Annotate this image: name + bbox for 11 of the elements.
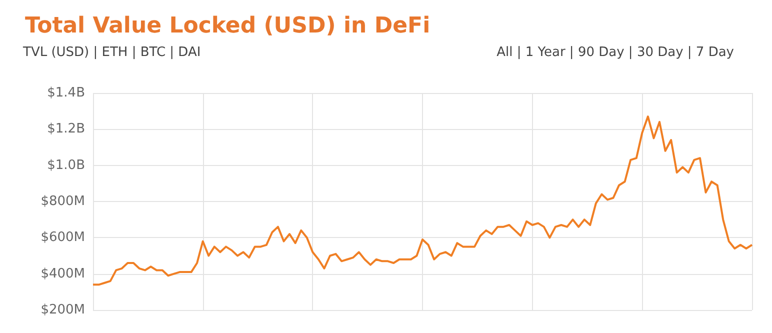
y-tick-label: $400M (40, 266, 85, 282)
line-series (92, 116, 753, 286)
y-tick-label: $1.2B (47, 122, 85, 137)
y-tick-label: $800M (40, 194, 85, 209)
y-tick-label: $1.0B (47, 158, 85, 173)
y-tick-label: $200M (40, 302, 85, 318)
chart-title: Total Value Locked (USD) in DeFi (25, 14, 430, 38)
y-tick-label: $600M (40, 230, 85, 246)
y-tick-label: $1.4B (47, 86, 85, 100)
text: All | 1 Year | 90 Day | 30 Day | 7 Day (496, 45, 734, 60)
text: TVL (USD) | ETH | BTC | DAI (22, 45, 201, 60)
